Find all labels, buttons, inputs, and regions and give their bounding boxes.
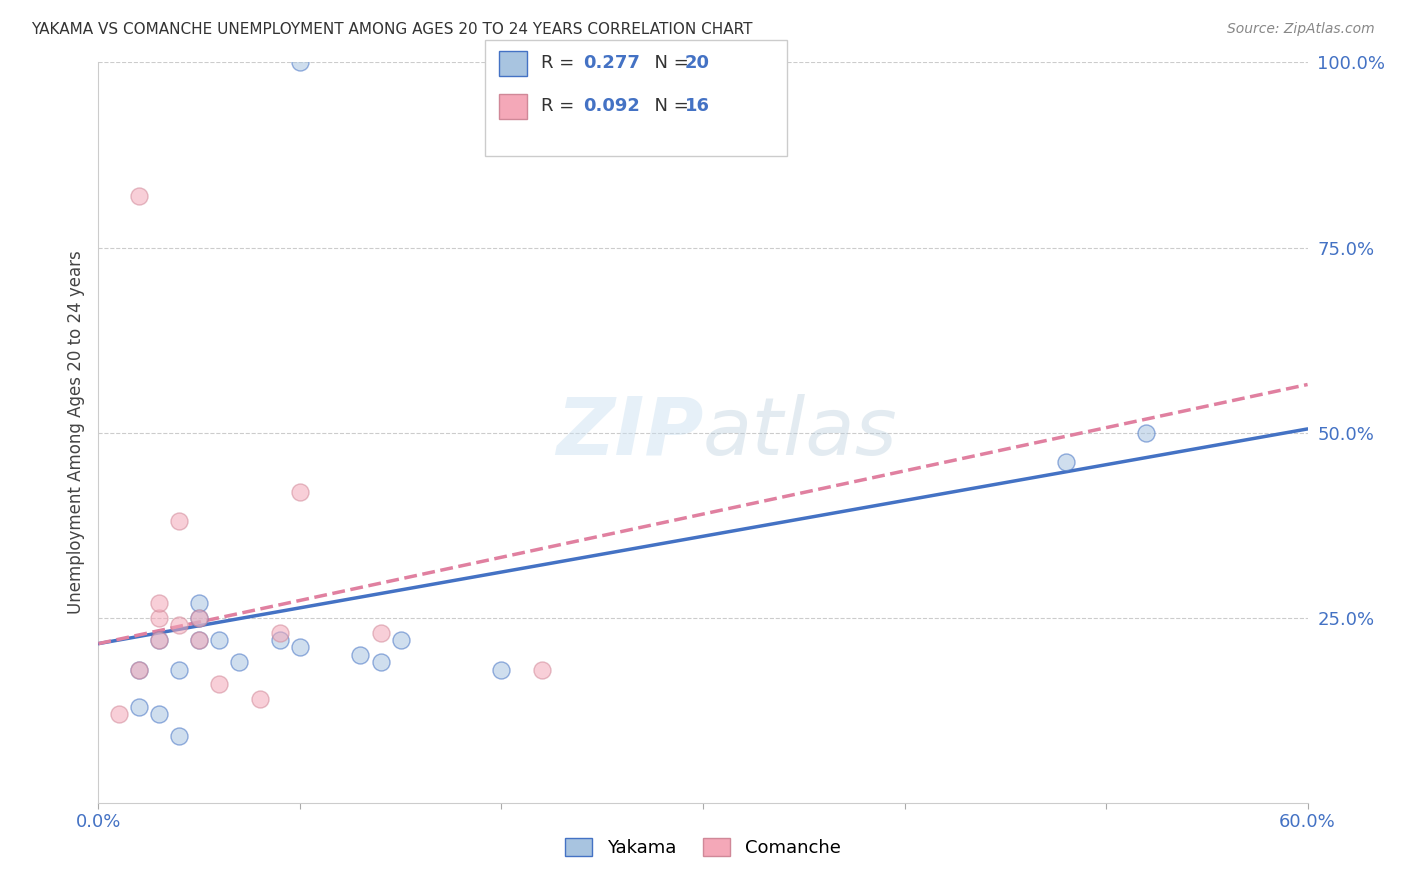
Point: [188, 632, 211, 647]
Point: [228, 655, 250, 669]
Point: [208, 632, 231, 647]
Point: [188, 632, 211, 647]
Point: [167, 515, 190, 529]
Point: [128, 663, 150, 677]
Point: [370, 625, 392, 640]
Point: [167, 729, 190, 743]
Point: [389, 632, 412, 647]
Text: 0.092: 0.092: [583, 97, 640, 115]
Text: R =: R =: [541, 54, 581, 72]
Text: 20: 20: [685, 54, 710, 72]
Point: [370, 655, 392, 669]
Text: N =: N =: [643, 97, 695, 115]
Point: [288, 55, 311, 70]
Text: ZIP: ZIP: [555, 393, 703, 472]
Text: 16: 16: [685, 97, 710, 115]
Point: [148, 632, 170, 647]
Y-axis label: Unemployment Among Ages 20 to 24 years: Unemployment Among Ages 20 to 24 years: [66, 251, 84, 615]
Text: Source: ZipAtlas.com: Source: ZipAtlas.com: [1227, 22, 1375, 37]
Point: [288, 640, 311, 655]
Text: R =: R =: [541, 97, 581, 115]
Point: [188, 610, 211, 624]
Point: [148, 596, 170, 610]
Point: [107, 706, 129, 721]
Point: [491, 663, 513, 677]
Point: [530, 663, 553, 677]
Point: [148, 632, 170, 647]
Point: [148, 706, 170, 721]
Point: [208, 677, 231, 691]
Point: [128, 699, 150, 714]
Point: [148, 610, 170, 624]
Point: [128, 663, 150, 677]
Point: [167, 663, 190, 677]
Text: 0.277: 0.277: [583, 54, 640, 72]
Point: [269, 632, 291, 647]
Text: YAKAMA VS COMANCHE UNEMPLOYMENT AMONG AGES 20 TO 24 YEARS CORRELATION CHART: YAKAMA VS COMANCHE UNEMPLOYMENT AMONG AG…: [31, 22, 752, 37]
Point: [167, 618, 190, 632]
Point: [288, 484, 311, 499]
Point: [1054, 455, 1077, 469]
Point: [349, 648, 371, 662]
Point: [269, 625, 291, 640]
Text: atlas: atlas: [703, 393, 898, 472]
Legend: Yakama, Comanche: Yakama, Comanche: [558, 830, 848, 864]
Point: [128, 188, 150, 202]
Point: [188, 596, 211, 610]
Point: [1135, 425, 1157, 440]
Text: N =: N =: [643, 54, 695, 72]
Point: [188, 610, 211, 624]
Point: [249, 692, 271, 706]
